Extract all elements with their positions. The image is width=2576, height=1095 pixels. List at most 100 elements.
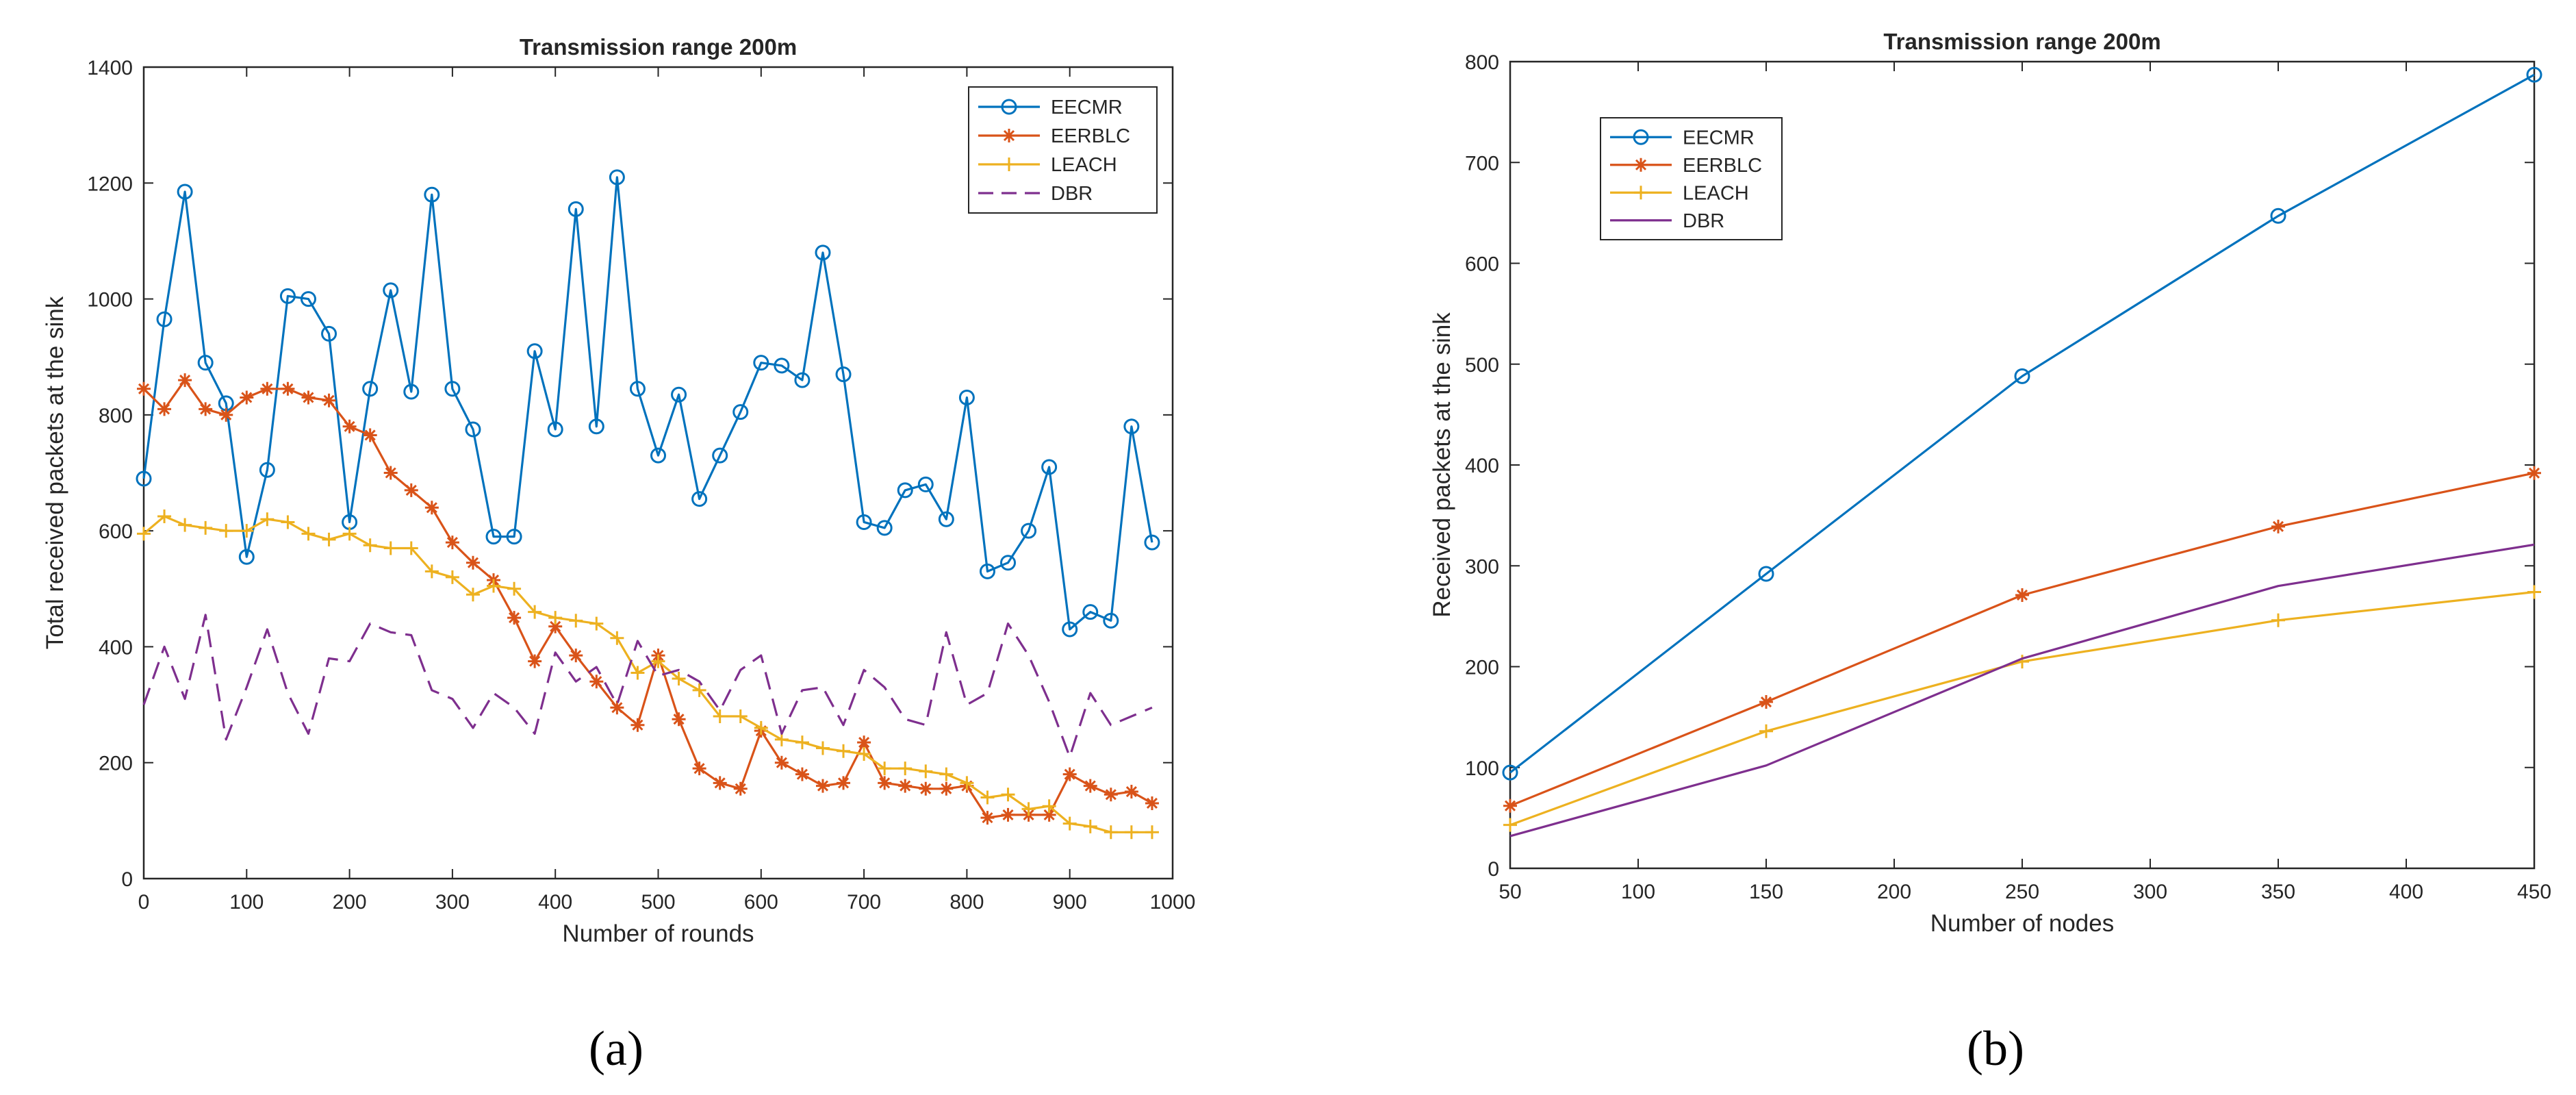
data-point-eecmr [1021,523,1037,539]
y-tick-label: 100 [1465,757,1499,780]
data-point-leach [363,538,377,553]
data-point-leach [754,720,768,735]
data-point-eerblc [219,407,233,422]
data-point-eerblc [157,402,172,416]
data-point-eerblc [1759,695,1773,709]
data-point-eecmr [774,357,790,374]
data-point-eecmr [485,529,502,545]
data-point-eerblc [589,675,604,689]
legend-marker-eecmr [1633,129,1649,145]
x-tick-label: 100 [229,891,264,914]
data-point-eecmr [794,372,811,388]
y-axis-label: Total received packets at the sink [42,296,68,649]
data-point-leach [1083,819,1097,833]
data-point-eerblc [672,712,686,727]
data-point-eecmr [1123,418,1140,435]
data-point-eerblc [898,779,913,793]
data-point-eecmr [279,288,296,304]
data-point-leach [281,515,295,529]
y-tick-label: 300 [1465,555,1499,578]
data-point-leach [774,732,789,746]
legend: EECMR EERBLC LEACH DBR [1600,117,1783,240]
x-tick-label: 150 [1749,881,1783,903]
data-point-eecmr [238,549,255,565]
data-point-eecmr [650,447,666,464]
legend-label-leach: LEACH [1683,182,1749,204]
chart-a: 0 100 200 300 400 500 600 700 800 900 1000 0 200 400 6… [42,34,1195,1076]
data-point-eecmr [815,244,831,261]
x-tick-label: 250 [2005,881,2039,903]
panel-caption: (b) [1967,1021,2024,1076]
x-tick-label: 50 [1499,881,1521,903]
data-point-eecmr [876,520,893,536]
legend-marker-eerblc [1634,158,1648,172]
data-point-leach [651,654,665,668]
data-point-leach [322,532,336,546]
data-point-eecmr [938,511,954,527]
data-point-eerblc [837,776,851,790]
y-tick-label: 800 [1465,51,1499,74]
data-point-eerblc [815,779,830,793]
legend: EECMR EERBLC LEACH DBR [968,86,1158,214]
y-tick-label: 0 [121,868,133,891]
y-tick-label: 400 [1465,455,1499,477]
data-point-leach [1062,816,1077,831]
chart-title: Transmission range 200m [1883,29,2160,54]
data-point-eecmr [588,418,604,435]
y-axis-label: Received packets at the sink [1429,312,1455,618]
legend-label-dbr: DBR [1051,183,1093,205]
x-tick-label: 200 [1877,881,1911,903]
data-point-eerblc [383,466,398,480]
y-tick-label: 1000 [87,289,133,312]
legend-marker-eecmr [1001,99,1017,115]
data-point-eerblc [878,776,892,790]
data-point-eerblc [1042,807,1056,822]
x-axis-label: Number of rounds [562,920,754,947]
data-point-eerblc [363,428,377,442]
data-point-eerblc [733,781,748,796]
x-tick-label: 500 [641,891,675,914]
data-point-leach [2527,585,2541,599]
data-point-eecmr [897,482,913,499]
data-point-eecmr [465,421,481,438]
data-point-leach [260,512,275,527]
data-point-leach [795,735,809,750]
legend-label-eerblc: EERBLC [1683,155,1762,177]
data-point-eecmr [506,529,522,545]
x-tick-label: 400 [2389,881,2423,903]
data-point-eerblc [610,701,624,715]
x-tick-label: 700 [847,891,881,914]
x-tick-label: 350 [2261,881,2295,903]
data-point-leach [424,564,439,579]
data-point-leach [178,518,192,532]
data-point-eerblc [342,419,357,433]
data-point-eerblc [548,619,563,633]
series-leach [1503,585,2541,832]
data-point-eecmr [1758,566,1774,582]
series-line-dbr [142,614,1153,758]
data-point-eerblc [774,755,789,770]
legend-marker-eerblc [1002,129,1016,142]
data-point-eerblc [199,402,213,416]
data-point-eerblc [919,781,933,796]
data-point-eecmr [300,291,316,307]
data-point-leach [878,762,892,776]
y-tick-label: 0 [1488,858,1499,881]
y-tick-label: 1400 [87,57,133,79]
data-point-eecmr [856,514,872,530]
data-point-eerblc [630,718,645,732]
data-point-eerblc [2527,466,2541,480]
data-point-eecmr [2526,66,2542,83]
data-point-eerblc [404,483,418,497]
data-point-leach [219,524,233,538]
data-point-eecmr [177,184,193,200]
data-point-leach [960,776,974,790]
data-point-eerblc [692,762,706,776]
data-point-eerblc [445,536,459,550]
data-point-leach [342,527,357,541]
data-point-leach [815,741,830,755]
data-point-eecmr [1000,555,1017,571]
x-tick-label: 1000 [1150,891,1196,914]
data-point-eecmr [1062,621,1078,638]
x-tick-label: 600 [744,891,778,914]
